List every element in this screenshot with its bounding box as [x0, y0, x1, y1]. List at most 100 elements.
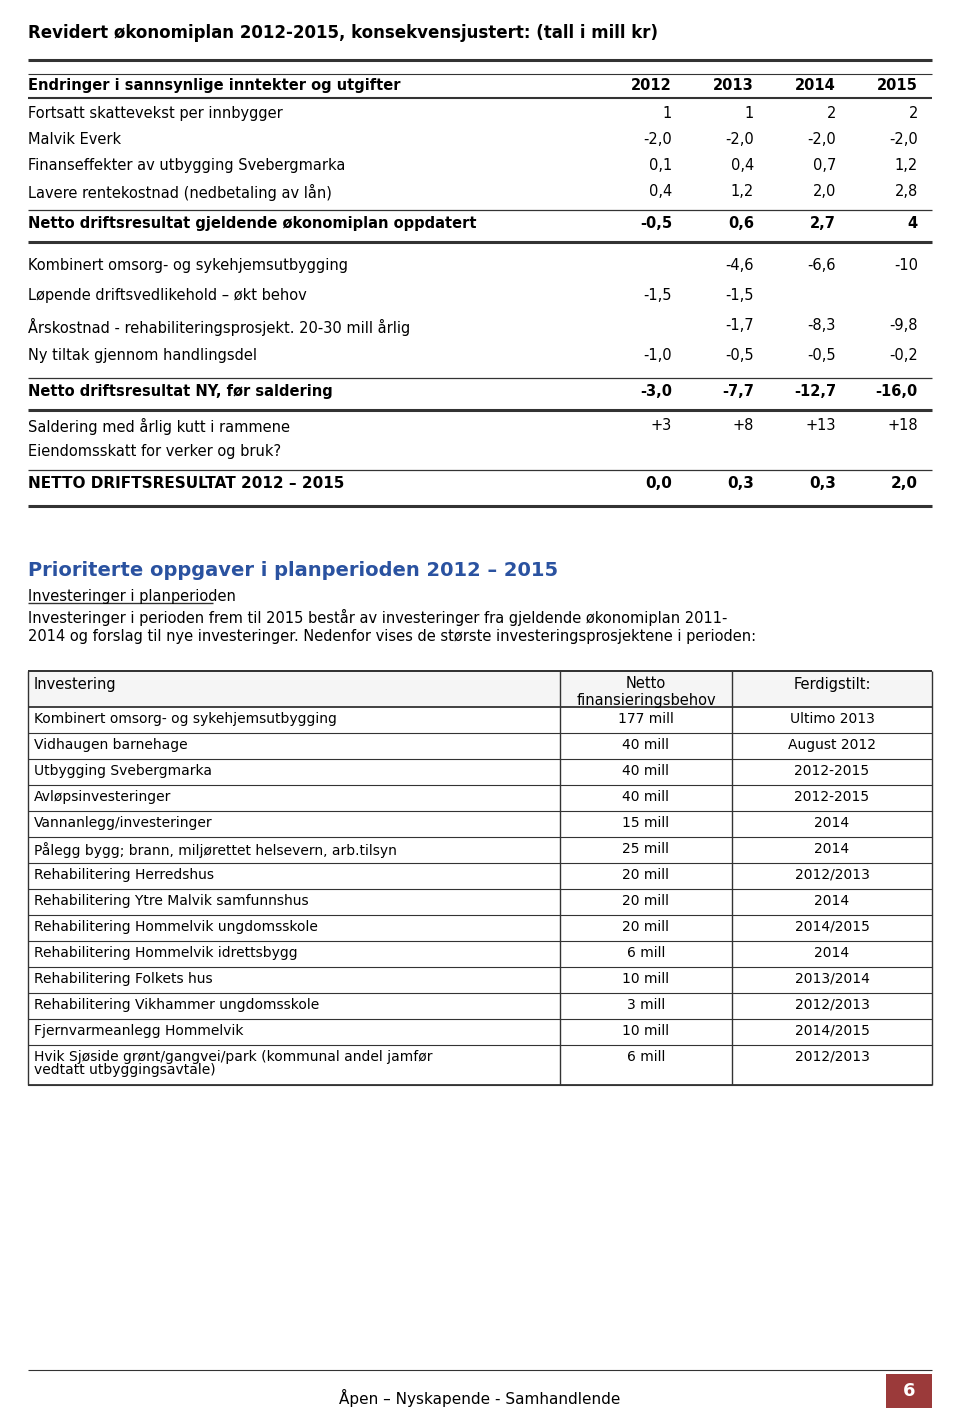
- Text: +13: +13: [805, 418, 836, 433]
- Text: -8,3: -8,3: [807, 319, 836, 333]
- Text: 2: 2: [908, 106, 918, 120]
- Text: NETTO DRIFTSRESULTAT 2012 – 2015: NETTO DRIFTSRESULTAT 2012 – 2015: [28, 476, 345, 491]
- Text: Finanseffekter av utbygging Svebergmarka: Finanseffekter av utbygging Svebergmarka: [28, 159, 346, 173]
- Text: -10: -10: [894, 258, 918, 273]
- Text: -4,6: -4,6: [726, 258, 754, 273]
- Text: -2,0: -2,0: [889, 132, 918, 147]
- Text: -16,0: -16,0: [876, 384, 918, 399]
- Text: 6: 6: [902, 1382, 915, 1400]
- Bar: [28, 671, 932, 707]
- Text: -1,5: -1,5: [726, 287, 754, 303]
- Text: 2014: 2014: [814, 893, 850, 908]
- Text: Rehabilitering Vikhammer ungdomsskole: Rehabilitering Vikhammer ungdomsskole: [34, 998, 320, 1012]
- Text: 2,7: 2,7: [810, 217, 836, 231]
- Text: -0,5: -0,5: [640, 217, 672, 231]
- Text: Investering: Investering: [34, 677, 116, 692]
- Text: Revidert økonomiplan 2012-2015, konsekvensjustert: (tall i mill kr): Revidert økonomiplan 2012-2015, konsekve…: [28, 24, 658, 42]
- Text: 1,2: 1,2: [895, 159, 918, 173]
- Text: Rehabilitering Folkets hus: Rehabilitering Folkets hus: [34, 971, 212, 986]
- Text: -1,5: -1,5: [643, 287, 672, 303]
- Text: Prioriterte oppgaver i planperioden 2012 – 2015: Prioriterte oppgaver i planperioden 2012…: [28, 561, 558, 581]
- Text: 0,6: 0,6: [728, 217, 754, 231]
- Text: Fjernvarmeanlegg Hommelvik: Fjernvarmeanlegg Hommelvik: [34, 1024, 244, 1038]
- Text: Åpen – Nyskapende - Samhandlende: Åpen – Nyskapende - Samhandlende: [339, 1389, 621, 1408]
- Text: 10 mill: 10 mill: [622, 971, 669, 986]
- Text: 3 mill: 3 mill: [627, 998, 665, 1012]
- Text: Ferdigstilt:: Ferdigstilt:: [793, 677, 871, 692]
- Text: Netto driftsresultat NY, før saldering: Netto driftsresultat NY, før saldering: [28, 384, 333, 399]
- Text: Løpende driftsvedlikehold – økt behov: Løpende driftsvedlikehold – økt behov: [28, 287, 307, 303]
- Text: Lavere rentekostnad (nedbetaling av lån): Lavere rentekostnad (nedbetaling av lån): [28, 184, 332, 201]
- Text: 0,4: 0,4: [731, 159, 754, 173]
- Text: -0,5: -0,5: [726, 348, 754, 362]
- Text: Investeringer i perioden frem til 2015 består av investeringer fra gjeldende øko: Investeringer i perioden frem til 2015 b…: [28, 609, 728, 626]
- Text: Ny tiltak gjennom handlingsdel: Ny tiltak gjennom handlingsdel: [28, 348, 257, 362]
- Text: Kombinert omsorg- og sykehjemsutbygging: Kombinert omsorg- og sykehjemsutbygging: [34, 712, 337, 726]
- Text: Rehabilitering Ytre Malvik samfunnshus: Rehabilitering Ytre Malvik samfunnshus: [34, 893, 308, 908]
- Text: 177 mill: 177 mill: [618, 712, 674, 726]
- Text: -2,0: -2,0: [807, 132, 836, 147]
- Text: Vannanlegg/investeringer: Vannanlegg/investeringer: [34, 816, 212, 830]
- Text: Malvik Everk: Malvik Everk: [28, 132, 121, 147]
- Text: Netto
finansieringsbehov: Netto finansieringsbehov: [576, 675, 716, 708]
- Text: 6 mill: 6 mill: [627, 946, 665, 960]
- Text: 0,3: 0,3: [727, 476, 754, 491]
- Text: 1,2: 1,2: [731, 184, 754, 200]
- Text: +18: +18: [887, 418, 918, 433]
- Text: 2,0: 2,0: [812, 184, 836, 200]
- Text: 2014 og forslag til nye investeringer. Nedenfor vises de største investeringspro: 2014 og forslag til nye investeringer. N…: [28, 629, 756, 644]
- Text: 15 mill: 15 mill: [622, 816, 669, 830]
- Text: August 2012: August 2012: [788, 738, 876, 752]
- Text: 2012-2015: 2012-2015: [795, 765, 870, 777]
- Text: 40 mill: 40 mill: [622, 765, 669, 777]
- Text: Eiendomsskatt for verker og bruk?: Eiendomsskatt for verker og bruk?: [28, 445, 281, 459]
- Text: 0,3: 0,3: [809, 476, 836, 491]
- Text: Årskostnad - rehabiliteringsprosjekt. 20-30 mill årlig: Årskostnad - rehabiliteringsprosjekt. 20…: [28, 319, 410, 336]
- Text: 2014/2015: 2014/2015: [795, 920, 870, 935]
- Text: 2015: 2015: [877, 78, 918, 93]
- Text: 2014: 2014: [814, 816, 850, 830]
- Text: Vidhaugen barnehage: Vidhaugen barnehage: [34, 738, 187, 752]
- Text: 2014: 2014: [814, 843, 850, 857]
- Text: 2013/2014: 2013/2014: [795, 971, 870, 986]
- Text: 2014: 2014: [814, 946, 850, 960]
- Text: 40 mill: 40 mill: [622, 738, 669, 752]
- Text: 0,7: 0,7: [812, 159, 836, 173]
- Text: 0,0: 0,0: [645, 476, 672, 491]
- Text: 20 mill: 20 mill: [622, 920, 669, 935]
- Text: 4: 4: [908, 217, 918, 231]
- Text: -0,2: -0,2: [889, 348, 918, 362]
- Text: -12,7: -12,7: [794, 384, 836, 399]
- Text: 2012/2013: 2012/2013: [795, 998, 870, 1012]
- Text: -0,5: -0,5: [807, 348, 836, 362]
- Text: 20 mill: 20 mill: [622, 868, 669, 882]
- Text: Fortsatt skattevekst per innbygger: Fortsatt skattevekst per innbygger: [28, 106, 283, 120]
- Text: -3,0: -3,0: [640, 384, 672, 399]
- Text: 6 mill: 6 mill: [627, 1051, 665, 1063]
- Text: 0,1: 0,1: [649, 159, 672, 173]
- Text: Rehabilitering Hommelvik ungdomsskole: Rehabilitering Hommelvik ungdomsskole: [34, 920, 318, 935]
- Text: 2,0: 2,0: [891, 476, 918, 491]
- Text: 2: 2: [827, 106, 836, 120]
- Text: Pålegg bygg; brann, miljørettet helsevern, arb.tilsyn: Pålegg bygg; brann, miljørettet helsever…: [34, 843, 396, 858]
- Text: 2013: 2013: [713, 78, 754, 93]
- Text: vedtatt utbyggingsavtale): vedtatt utbyggingsavtale): [34, 1063, 216, 1078]
- Bar: [886, 1374, 932, 1408]
- Text: -6,6: -6,6: [807, 258, 836, 273]
- Text: Hvik Sjøside grønt/gangvei/park (kommunal andel jamfør: Hvik Sjøside grønt/gangvei/park (kommuna…: [34, 1051, 433, 1063]
- Text: 10 mill: 10 mill: [622, 1024, 669, 1038]
- Text: 1: 1: [745, 106, 754, 120]
- Text: -1,0: -1,0: [643, 348, 672, 362]
- Text: Investeringer i planperioden: Investeringer i planperioden: [28, 589, 236, 605]
- Text: Utbygging Svebergmarka: Utbygging Svebergmarka: [34, 765, 212, 777]
- Text: Endringer i sannsynlige inntekter og utgifter: Endringer i sannsynlige inntekter og utg…: [28, 78, 400, 93]
- Text: Ultimo 2013: Ultimo 2013: [789, 712, 875, 726]
- Text: Netto driftsresultat gjeldende økonomiplan oppdatert: Netto driftsresultat gjeldende økonomipl…: [28, 217, 476, 231]
- Text: Saldering med årlig kutt i rammene: Saldering med årlig kutt i rammene: [28, 418, 290, 435]
- Text: -2,0: -2,0: [725, 132, 754, 147]
- Text: -2,0: -2,0: [643, 132, 672, 147]
- Text: 25 mill: 25 mill: [622, 843, 669, 857]
- Text: 2012: 2012: [632, 78, 672, 93]
- Text: Avløpsinvesteringer: Avløpsinvesteringer: [34, 790, 172, 804]
- Text: 2012/2013: 2012/2013: [795, 868, 870, 882]
